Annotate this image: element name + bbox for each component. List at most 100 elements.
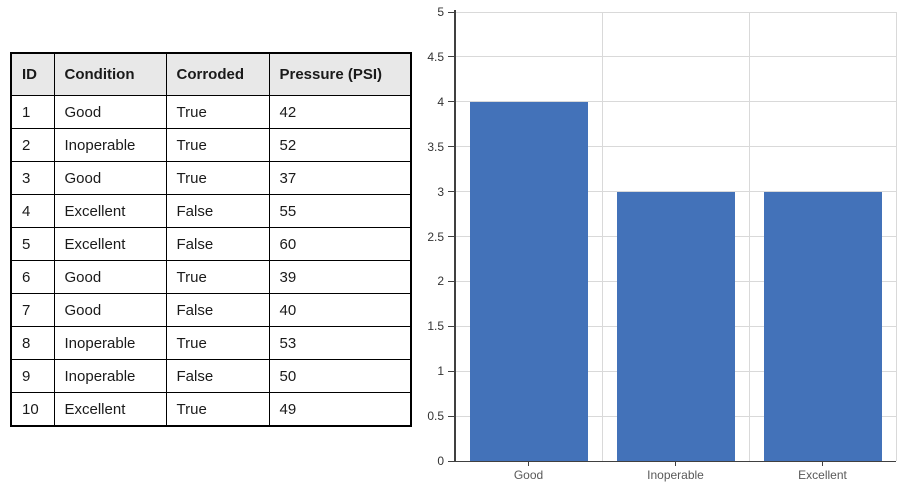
y-axis-tick: [448, 11, 455, 13]
table-row: 8 Inoperable True 53: [10, 326, 412, 360]
table-cell: Inoperable: [53, 326, 167, 360]
y-axis-tick: [448, 370, 455, 372]
table-cell: 5: [10, 227, 55, 261]
table-header-row: ID Condition Corroded Pressure (PSI): [10, 52, 412, 96]
v-gridline: [748, 12, 750, 461]
table-row: 3 Good True 37: [10, 161, 412, 195]
table-cell: 2: [10, 128, 55, 162]
table-cell: 39: [268, 260, 412, 294]
table-cell: True: [165, 260, 270, 294]
table-cell: 3: [10, 161, 55, 195]
y-axis-tick: [448, 280, 455, 282]
table-cell: 7: [10, 293, 55, 327]
table-cell: False: [165, 293, 270, 327]
column-header: Corroded: [165, 52, 270, 96]
h-gridline: [455, 415, 896, 417]
inspection-table: ID Condition Corroded Pressure (PSI) 1 Good T…: [10, 52, 412, 427]
bar-excellent: [763, 191, 882, 461]
x-axis-category-label: Excellent: [798, 468, 847, 482]
table-row: 7 Good False 40: [10, 293, 412, 327]
y-axis-line: [454, 10, 456, 461]
table-cell: Inoperable: [53, 128, 167, 162]
y-axis-tick-label: 5: [437, 5, 444, 19]
y-axis-tick-label: 3: [437, 184, 444, 199]
data-table: ID Condition Corroded Pressure (PSI) 1 Good T…: [10, 52, 412, 427]
y-axis-tick-label: 4.5: [427, 49, 444, 64]
table-cell: Good: [53, 260, 167, 294]
v-gridline: [601, 12, 603, 461]
table-row: 1 Good True 42: [10, 95, 412, 129]
table-row: 2 Inoperable True 52: [10, 128, 412, 162]
bar-good: [469, 101, 588, 461]
table-cell: Good: [53, 293, 167, 327]
y-axis-tick-label: 3.5: [427, 139, 444, 154]
x-axis-tick: [675, 461, 676, 466]
table-cell: 49: [268, 392, 412, 427]
y-axis-tick: [448, 191, 455, 193]
y-axis-tick-label: 0: [437, 454, 444, 468]
y-axis-tick: [448, 415, 455, 417]
column-header: Condition: [53, 52, 167, 96]
table-cell: 37: [268, 161, 412, 195]
v-gridline: [895, 12, 897, 461]
h-gridline: [455, 101, 896, 103]
y-axis-tick-label: 0.5: [427, 409, 444, 424]
table-cell: 53: [268, 326, 412, 360]
y-axis-tick: [448, 101, 455, 103]
table-body: 1 Good True 42 2 Inoperable True 52 3 Good True 37 4…: [10, 95, 412, 427]
column-header: ID: [10, 52, 55, 96]
h-gridline: [455, 280, 896, 282]
y-axis-tick-label: 2.5: [427, 229, 444, 244]
table-cell: True: [165, 392, 270, 427]
table-row: 5 Excellent False 60: [10, 227, 412, 261]
h-gridline: [455, 191, 896, 193]
table-cell: 6: [10, 260, 55, 294]
column-header: Pressure (PSI): [268, 52, 412, 96]
table-cell: True: [165, 128, 270, 162]
table-cell: Excellent: [53, 194, 167, 228]
y-axis-tick-label: 4: [437, 94, 444, 109]
table-header-row: ID Condition Corroded Pressure (PSI): [10, 52, 412, 96]
table-cell: Excellent: [53, 227, 167, 261]
table-cell: 60: [268, 227, 412, 261]
table-cell: True: [165, 326, 270, 360]
table-cell: Excellent: [53, 392, 167, 427]
x-axis-category-label: Inoperable: [647, 468, 704, 482]
h-gridline: [455, 146, 896, 148]
h-gridline: [455, 236, 896, 237]
table-cell: False: [165, 194, 270, 228]
h-gridline: [455, 370, 896, 372]
table-cell: False: [165, 227, 270, 261]
table-cell: 40: [268, 293, 412, 327]
y-axis-tick-label: 1.5: [427, 319, 444, 334]
x-axis-line: [455, 460, 896, 462]
table-row: 4 Excellent False 55: [10, 194, 412, 228]
table-cell: 42: [268, 95, 412, 129]
table-cell: 52: [268, 128, 412, 162]
table-cell: 50: [268, 359, 412, 393]
y-axis-tick: [448, 460, 455, 462]
h-gridline: [455, 325, 896, 327]
x-axis-tick: [528, 461, 529, 466]
table-row: 6 Good True 39: [10, 260, 412, 294]
y-axis-tick-label: 1: [437, 364, 444, 379]
x-axis-tick: [822, 461, 823, 466]
table-row: 10 Excellent True 49: [10, 392, 412, 427]
x-axis-category-label: Good: [513, 468, 544, 482]
bar-inoperable: [616, 191, 735, 461]
table-cell: Good: [53, 161, 167, 195]
table-cell: True: [165, 161, 270, 195]
y-axis-tick: [448, 56, 455, 58]
y-axis-tick-label: 2: [437, 274, 444, 289]
table-cell: 9: [10, 359, 55, 393]
table-cell: 8: [10, 326, 55, 360]
table-cell: 4: [10, 194, 55, 228]
table-cell: 55: [268, 194, 412, 228]
table-row: 9 Inoperable False 50: [10, 359, 412, 393]
y-axis-tick: [448, 146, 455, 148]
h-gridline: [455, 56, 896, 58]
table-cell: 1: [10, 95, 55, 129]
table-cell: Good: [53, 95, 167, 129]
table-cell: False: [165, 359, 270, 393]
